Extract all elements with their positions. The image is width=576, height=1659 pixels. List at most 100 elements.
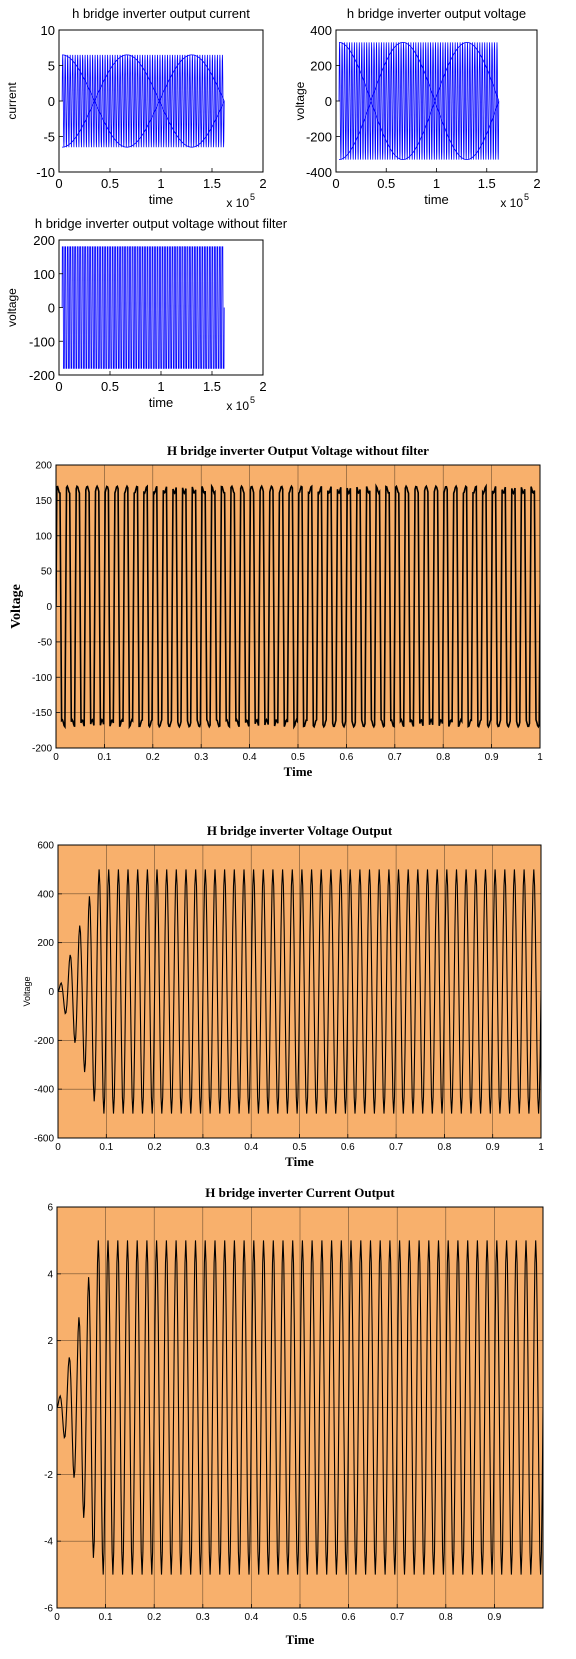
y-tick-label: 50 <box>41 567 53 578</box>
y-tick-label: -10 <box>36 165 55 180</box>
x-tick-label: 0.7 <box>388 752 402 763</box>
chart-output-voltage: 0 0.5 1 1.5 2 400 200 0 -200 -400 h bridge inverte… <box>293 6 541 210</box>
x-axis-label: time <box>424 192 449 207</box>
series-group <box>56 483 540 730</box>
x-axis-label: Time <box>286 1632 315 1647</box>
x-axis-multiplier: x 10 <box>226 196 249 210</box>
y-tick-label: 100 <box>35 531 52 542</box>
x-tick-label: 1.5 <box>203 176 221 191</box>
x-axis-label: time <box>149 192 174 207</box>
x-tick-label: 0.5 <box>377 176 395 191</box>
x-tick-label: 1.5 <box>478 176 496 191</box>
x-axis-exponent: 5 <box>250 192 255 202</box>
y-tick-label: -600 <box>34 1134 54 1145</box>
y-tick-label: 0 <box>325 94 332 109</box>
chart-output-voltage-without-filter: 0 0.1 0.2 0.3 0.4 0.5 0.6 0.7 0.8 0.9 1 200 150 100 50… <box>9 443 543 779</box>
x-tick-label: 0 <box>54 1612 60 1623</box>
y-tick-label: 6 <box>47 1203 53 1214</box>
y-tick-label: -200 <box>29 368 55 383</box>
x-tick-label: 0.9 <box>485 752 499 763</box>
x-tick-label: 0.3 <box>196 1612 210 1623</box>
series-envelope-line <box>62 54 225 148</box>
y-tick-label: 100 <box>33 267 55 282</box>
y-tick-label: 5 <box>48 59 55 74</box>
y-tick-label: 10 <box>41 23 55 38</box>
y-tick-label: -4 <box>44 1537 53 1548</box>
chart-current-output: 0 0.1 0.2 0.3 0.4 0.5 0.6 0.7 0.8 0.9 6 4 2 0 -2 -4 -6 H … <box>44 1185 544 1647</box>
chart-title: H bridge inverter Output Voltage without… <box>167 443 429 458</box>
x-tick-label: 0.1 <box>99 1142 113 1153</box>
y-tick-label: -150 <box>32 708 52 719</box>
y-tick-label: 150 <box>35 496 52 507</box>
x-tick-label: 0.5 <box>101 176 119 191</box>
x-tick-label: 0 <box>55 1142 61 1153</box>
x-tick-label: 0.4 <box>244 1612 258 1623</box>
x-tick-label: 2 <box>533 176 540 191</box>
y-tick-label: -200 <box>32 744 52 755</box>
y-tick-label: -100 <box>29 334 55 349</box>
x-axis-label: time <box>149 395 174 410</box>
series-group <box>57 1240 543 1575</box>
y-tick-label: -100 <box>32 673 52 684</box>
x-tick-label: 0 <box>55 176 62 191</box>
y-axis-label: current <box>5 82 19 120</box>
y-tick-label: 200 <box>310 59 332 74</box>
x-tick-label: 1 <box>537 752 543 763</box>
y-tick-label: -400 <box>306 165 332 180</box>
x-axis-exponent: 5 <box>524 192 529 202</box>
x-tick-label: 0.5 <box>293 1612 307 1623</box>
series-line <box>61 246 225 369</box>
x-tick-label: 1 <box>433 176 440 191</box>
x-axis-multiplier: x 10 <box>500 196 523 210</box>
x-tick-label: 0 <box>53 752 59 763</box>
series-group <box>338 41 500 161</box>
chart-title: H bridge inverter Current Output <box>205 1185 395 1200</box>
x-tick-label: 1 <box>157 379 164 394</box>
y-tick-label: 0 <box>46 602 52 613</box>
series-group <box>61 246 225 369</box>
x-tick-label: 0 <box>55 379 62 394</box>
x-tick-label: 0.1 <box>97 752 111 763</box>
series-line <box>61 54 225 148</box>
x-tick-label: 0 <box>332 176 339 191</box>
x-tick-label: 0.5 <box>101 379 119 394</box>
y-tick-label: 2 <box>47 1336 53 1347</box>
chart-title: h bridge inverter output voltage <box>347 6 526 21</box>
x-tick-label: 0.8 <box>436 752 450 763</box>
x-tick-label: 0.7 <box>389 1142 403 1153</box>
chart-output-voltage-without-filter-small: 0 0.5 1 1.5 2 200 100 0 -100 -200 h bridge inverte… <box>5 216 288 413</box>
y-tick-label: 400 <box>37 889 54 900</box>
series-envelope-line <box>62 54 225 148</box>
y-tick-label: -5 <box>43 130 55 145</box>
y-tick-label: 200 <box>33 233 55 248</box>
series-line <box>56 483 540 730</box>
x-tick-label: 0.4 <box>243 752 257 763</box>
x-tick-label: 0.3 <box>194 752 208 763</box>
x-tick-label: 0.6 <box>341 1142 355 1153</box>
chart-title: h bridge inverter output current <box>72 6 250 21</box>
y-tick-label: 0 <box>48 94 55 109</box>
series-line <box>57 1240 543 1575</box>
series-envelope-line <box>338 41 500 161</box>
y-axis-label: voltage <box>293 81 307 120</box>
x-tick-label: 0.9 <box>487 1612 501 1623</box>
x-tick-label: 0.6 <box>339 752 353 763</box>
x-tick-label: 0.8 <box>439 1612 453 1623</box>
chart-title: h bridge inverter output voltage without… <box>35 216 288 231</box>
x-axis-exponent: 5 <box>250 395 255 405</box>
x-tick-label: 0.7 <box>390 1612 404 1623</box>
x-tick-label: 0.2 <box>147 1612 161 1623</box>
y-tick-label: -200 <box>306 130 332 145</box>
y-axis-label: voltage <box>5 288 19 327</box>
y-tick-label: 4 <box>47 1269 53 1280</box>
x-tick-label: 0.1 <box>99 1612 113 1623</box>
x-axis-label: Time <box>284 764 313 779</box>
x-tick-label: 0.2 <box>146 752 160 763</box>
y-tick-label: -2 <box>44 1470 53 1481</box>
y-tick-label: 0 <box>48 987 54 998</box>
y-tick-label: -200 <box>34 1036 54 1047</box>
y-tick-label: 200 <box>37 938 54 949</box>
y-axis-label: Voltage <box>22 976 32 1006</box>
series-line <box>338 42 500 160</box>
x-tick-label: 1 <box>157 176 164 191</box>
